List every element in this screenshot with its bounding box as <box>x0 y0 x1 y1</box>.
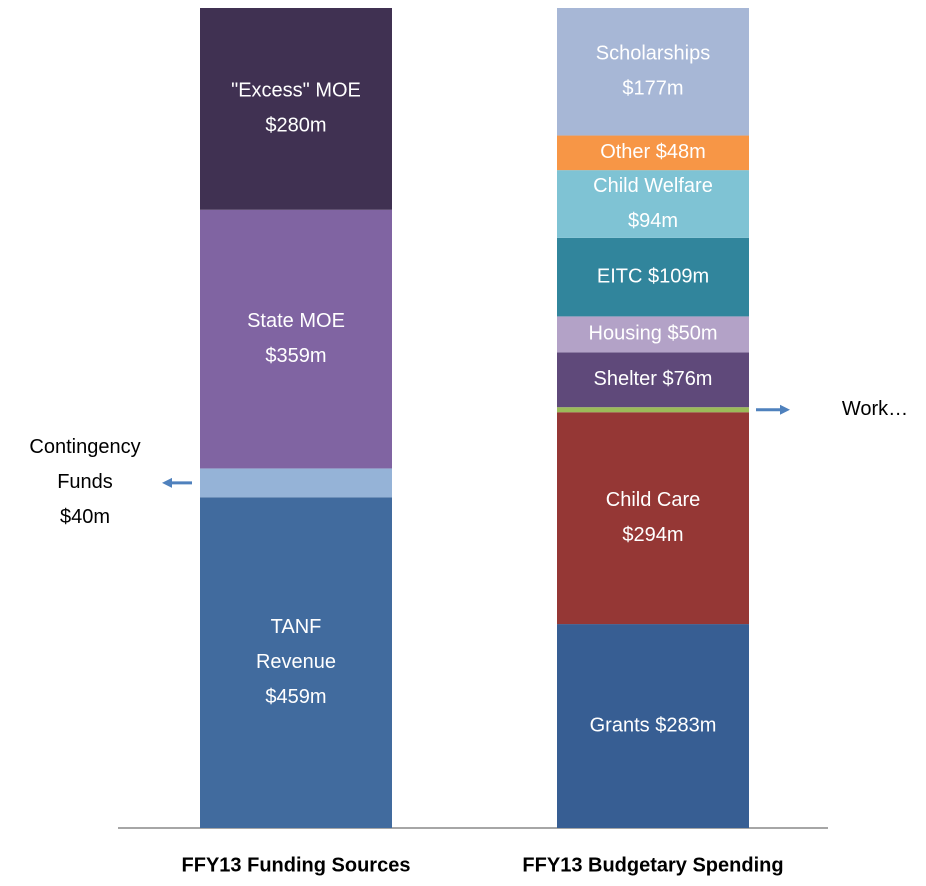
bar-segment <box>557 412 749 625</box>
bar-segment <box>557 237 749 317</box>
segment-label: Work… <box>842 398 908 420</box>
bar-segment <box>200 468 392 498</box>
segment-label: Revenue <box>256 651 336 673</box>
bar-segment <box>557 135 749 171</box>
segment-label: $294m <box>622 524 683 546</box>
bar-segment <box>557 624 749 828</box>
arrow-head <box>162 477 172 488</box>
category-label: FFY13 Funding Sources <box>182 854 411 876</box>
segment-label: Grants $283m <box>590 714 717 736</box>
segment-label: $94m <box>628 210 678 232</box>
segment-label: Contingency <box>29 436 140 458</box>
category-label: FFY13 Budgetary Spending <box>522 854 783 876</box>
segment-label: Shelter $76m <box>594 368 713 390</box>
segment-label: $40m <box>60 506 110 528</box>
segment-label: TANF <box>271 616 322 638</box>
segment-label: Other $48m <box>600 141 706 163</box>
bar-segment <box>557 8 749 136</box>
arrow-head <box>780 404 790 415</box>
segment-label: "Excess" MOE <box>231 80 361 102</box>
segment-label: $359m <box>265 345 326 367</box>
segment-label: EITC $109m <box>597 265 709 287</box>
segment-label: $280m <box>265 115 326 137</box>
bar-segment <box>200 8 392 210</box>
bar-segment <box>200 497 392 828</box>
segment-label: Child Care <box>606 489 700 511</box>
segment-label: Housing $50m <box>589 323 718 345</box>
segment-label: $459m <box>265 686 326 708</box>
segment-label: Child Welfare <box>593 175 713 197</box>
bar-segment <box>557 316 749 353</box>
bar-segment <box>557 352 749 408</box>
segment-label: Scholarships <box>596 43 711 65</box>
bar-segment <box>557 407 749 413</box>
segment-label: State MOE <box>247 310 345 332</box>
segment-label: Funds <box>57 471 113 493</box>
segment-label: $177m <box>622 78 683 100</box>
bar-segment <box>557 170 749 238</box>
bar-segment <box>200 209 392 469</box>
